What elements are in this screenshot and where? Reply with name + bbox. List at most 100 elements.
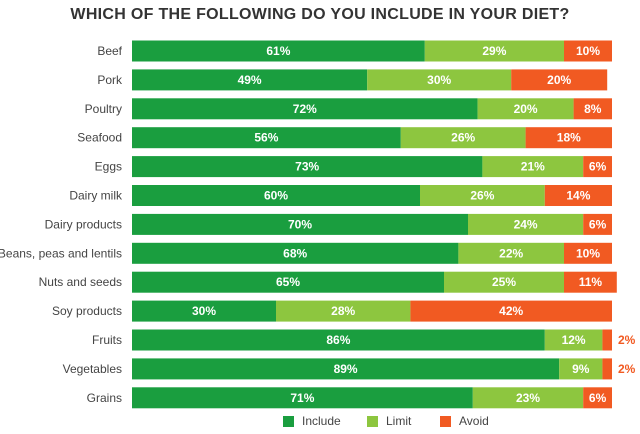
data-label-limit-seafood: 26% [451, 131, 475, 145]
bar-limit-dairy-products [468, 213, 584, 235]
data-label-include-beans-peas-and-lentils: 68% [283, 246, 307, 260]
data-label-include-nuts-and-seeds: 65% [276, 275, 300, 289]
bar-include-poultry [132, 98, 478, 120]
bar-include-soy-products [132, 300, 276, 322]
data-label-avoid-pork: 20% [547, 73, 571, 87]
bar-avoid-dairy-products [583, 213, 612, 235]
bar-avoid-fruits [602, 329, 612, 351]
category-label-nuts-and-seeds: Nuts and seeds [39, 275, 122, 289]
data-label-include-dairy-milk: 60% [264, 189, 288, 203]
bar-limit-pork [367, 69, 512, 91]
legend-entry-avoid: Avoid [440, 414, 489, 428]
data-label-limit-dairy-milk: 26% [470, 189, 494, 203]
category-label-fruits: Fruits [92, 333, 122, 347]
data-label-avoid-poultry: 8% [584, 102, 602, 116]
category-label-seafood: Seafood [77, 131, 122, 145]
stacked-bar-chart: Beef 61% 29% 10% Pork 49% 30% 20% Poultry 72% 20% 8… [0, 40, 636, 409]
category-label-soy-products: Soy products [52, 304, 122, 318]
data-label-limit-beans-peas-and-lentils: 22% [499, 246, 523, 260]
data-label-include-eggs: 73% [295, 160, 319, 174]
bar-limit-nuts-and-seeds [444, 271, 564, 293]
data-label-include-beef: 61% [266, 44, 290, 58]
bar-avoid-seafood [525, 127, 612, 149]
legend: Include Limit Avoid [0, 414, 640, 432]
data-label-avoid-seafood: 18% [557, 131, 581, 145]
data-label-limit-dairy-products: 24% [514, 217, 538, 231]
category-label-eggs: Eggs [95, 160, 122, 174]
data-label-avoid-vegetables: 2% [618, 362, 636, 376]
category-label-dairy-products: Dairy products [45, 217, 122, 231]
data-label-limit-nuts-and-seeds: 25% [492, 275, 516, 289]
data-label-avoid-beans-peas-and-lentils: 10% [576, 246, 600, 260]
bar-avoid-poultry [573, 98, 612, 120]
data-label-include-dairy-products: 70% [288, 217, 312, 231]
data-label-avoid-fruits: 2% [618, 333, 636, 347]
data-label-limit-pork: 30% [427, 73, 451, 87]
data-label-limit-grains: 23% [516, 391, 540, 405]
data-label-avoid-soy-products: 42% [499, 304, 523, 318]
data-label-include-vegetables: 89% [334, 362, 358, 376]
legend-swatch-include [283, 415, 294, 427]
bar-avoid-dairy-milk [544, 185, 612, 206]
bar-avoid-nuts-and-seeds [564, 271, 617, 293]
legend-label-avoid: Avoid [459, 414, 489, 428]
bar-include-beef [132, 40, 425, 62]
bar-avoid-beef [564, 40, 612, 62]
data-label-avoid-dairy-milk: 14% [566, 189, 590, 203]
data-label-limit-fruits: 12% [562, 333, 586, 347]
bar-include-fruits [132, 329, 545, 351]
data-label-avoid-dairy-products: 6% [589, 217, 607, 231]
category-label-pork: Pork [97, 73, 123, 87]
bar-include-pork [132, 69, 368, 91]
bar-limit-soy-products [276, 300, 411, 322]
data-label-avoid-beef: 10% [576, 44, 600, 58]
data-label-limit-soy-products: 28% [331, 304, 355, 318]
category-label-vegetables: Vegetables [63, 362, 122, 376]
bar-limit-seafood [400, 127, 526, 149]
data-label-limit-eggs: 21% [521, 160, 545, 174]
bar-limit-dairy-milk [420, 185, 545, 206]
bar-avoid-beans-peas-and-lentils [564, 242, 612, 264]
legend-entry-limit: Limit [367, 414, 411, 428]
bar-avoid-pork [511, 69, 608, 91]
bar-include-vegetables [132, 358, 560, 380]
data-label-include-fruits: 86% [326, 333, 350, 347]
bar-limit-poultry [477, 98, 574, 120]
bar-include-dairy-milk [132, 185, 420, 206]
data-label-include-grains: 71% [290, 391, 314, 405]
data-label-avoid-nuts-and-seeds: 11% [579, 275, 603, 289]
data-label-limit-vegetables: 9% [572, 362, 590, 376]
category-label-beans-peas-and-lentils: Beans, peas and lentils [0, 246, 122, 260]
bar-include-eggs [132, 156, 483, 178]
legend-label-include: Include [302, 414, 341, 428]
bar-include-grains [132, 387, 473, 409]
data-label-include-seafood: 56% [254, 131, 278, 145]
data-label-include-soy-products: 30% [192, 304, 216, 318]
data-label-limit-beef: 29% [482, 44, 506, 58]
legend-swatch-limit [367, 415, 378, 427]
data-label-limit-poultry: 20% [514, 102, 538, 116]
bar-avoid-soy-products [410, 300, 612, 322]
category-label-beef: Beef [97, 44, 122, 58]
legend-label-limit: Limit [386, 414, 412, 428]
bar-limit-fruits [544, 329, 603, 351]
bar-avoid-vegetables [602, 358, 612, 380]
bar-avoid-eggs [583, 156, 612, 178]
bar-limit-eggs [482, 156, 584, 178]
bar-include-beans-peas-and-lentils [132, 242, 459, 264]
data-label-include-pork: 49% [238, 73, 262, 87]
data-label-include-poultry: 72% [293, 102, 317, 116]
data-label-avoid-grains: 6% [589, 391, 607, 405]
bar-include-dairy-products [132, 213, 468, 235]
category-label-grains: Grains [87, 391, 122, 405]
category-label-poultry: Poultry [85, 102, 122, 116]
bar-include-nuts-and-seeds [132, 271, 444, 293]
legend-swatch-avoid [440, 415, 451, 427]
bar-include-seafood [132, 127, 401, 149]
bar-limit-beans-peas-and-lentils [458, 242, 564, 264]
category-label-dairy-milk: Dairy milk [69, 189, 123, 203]
bar-avoid-grains [583, 387, 612, 409]
chart-title: WHICH OF THE FOLLOWING DO YOU INCLUDE IN… [70, 6, 570, 23]
data-label-avoid-eggs: 6% [589, 160, 607, 174]
bar-limit-vegetables [559, 358, 603, 380]
